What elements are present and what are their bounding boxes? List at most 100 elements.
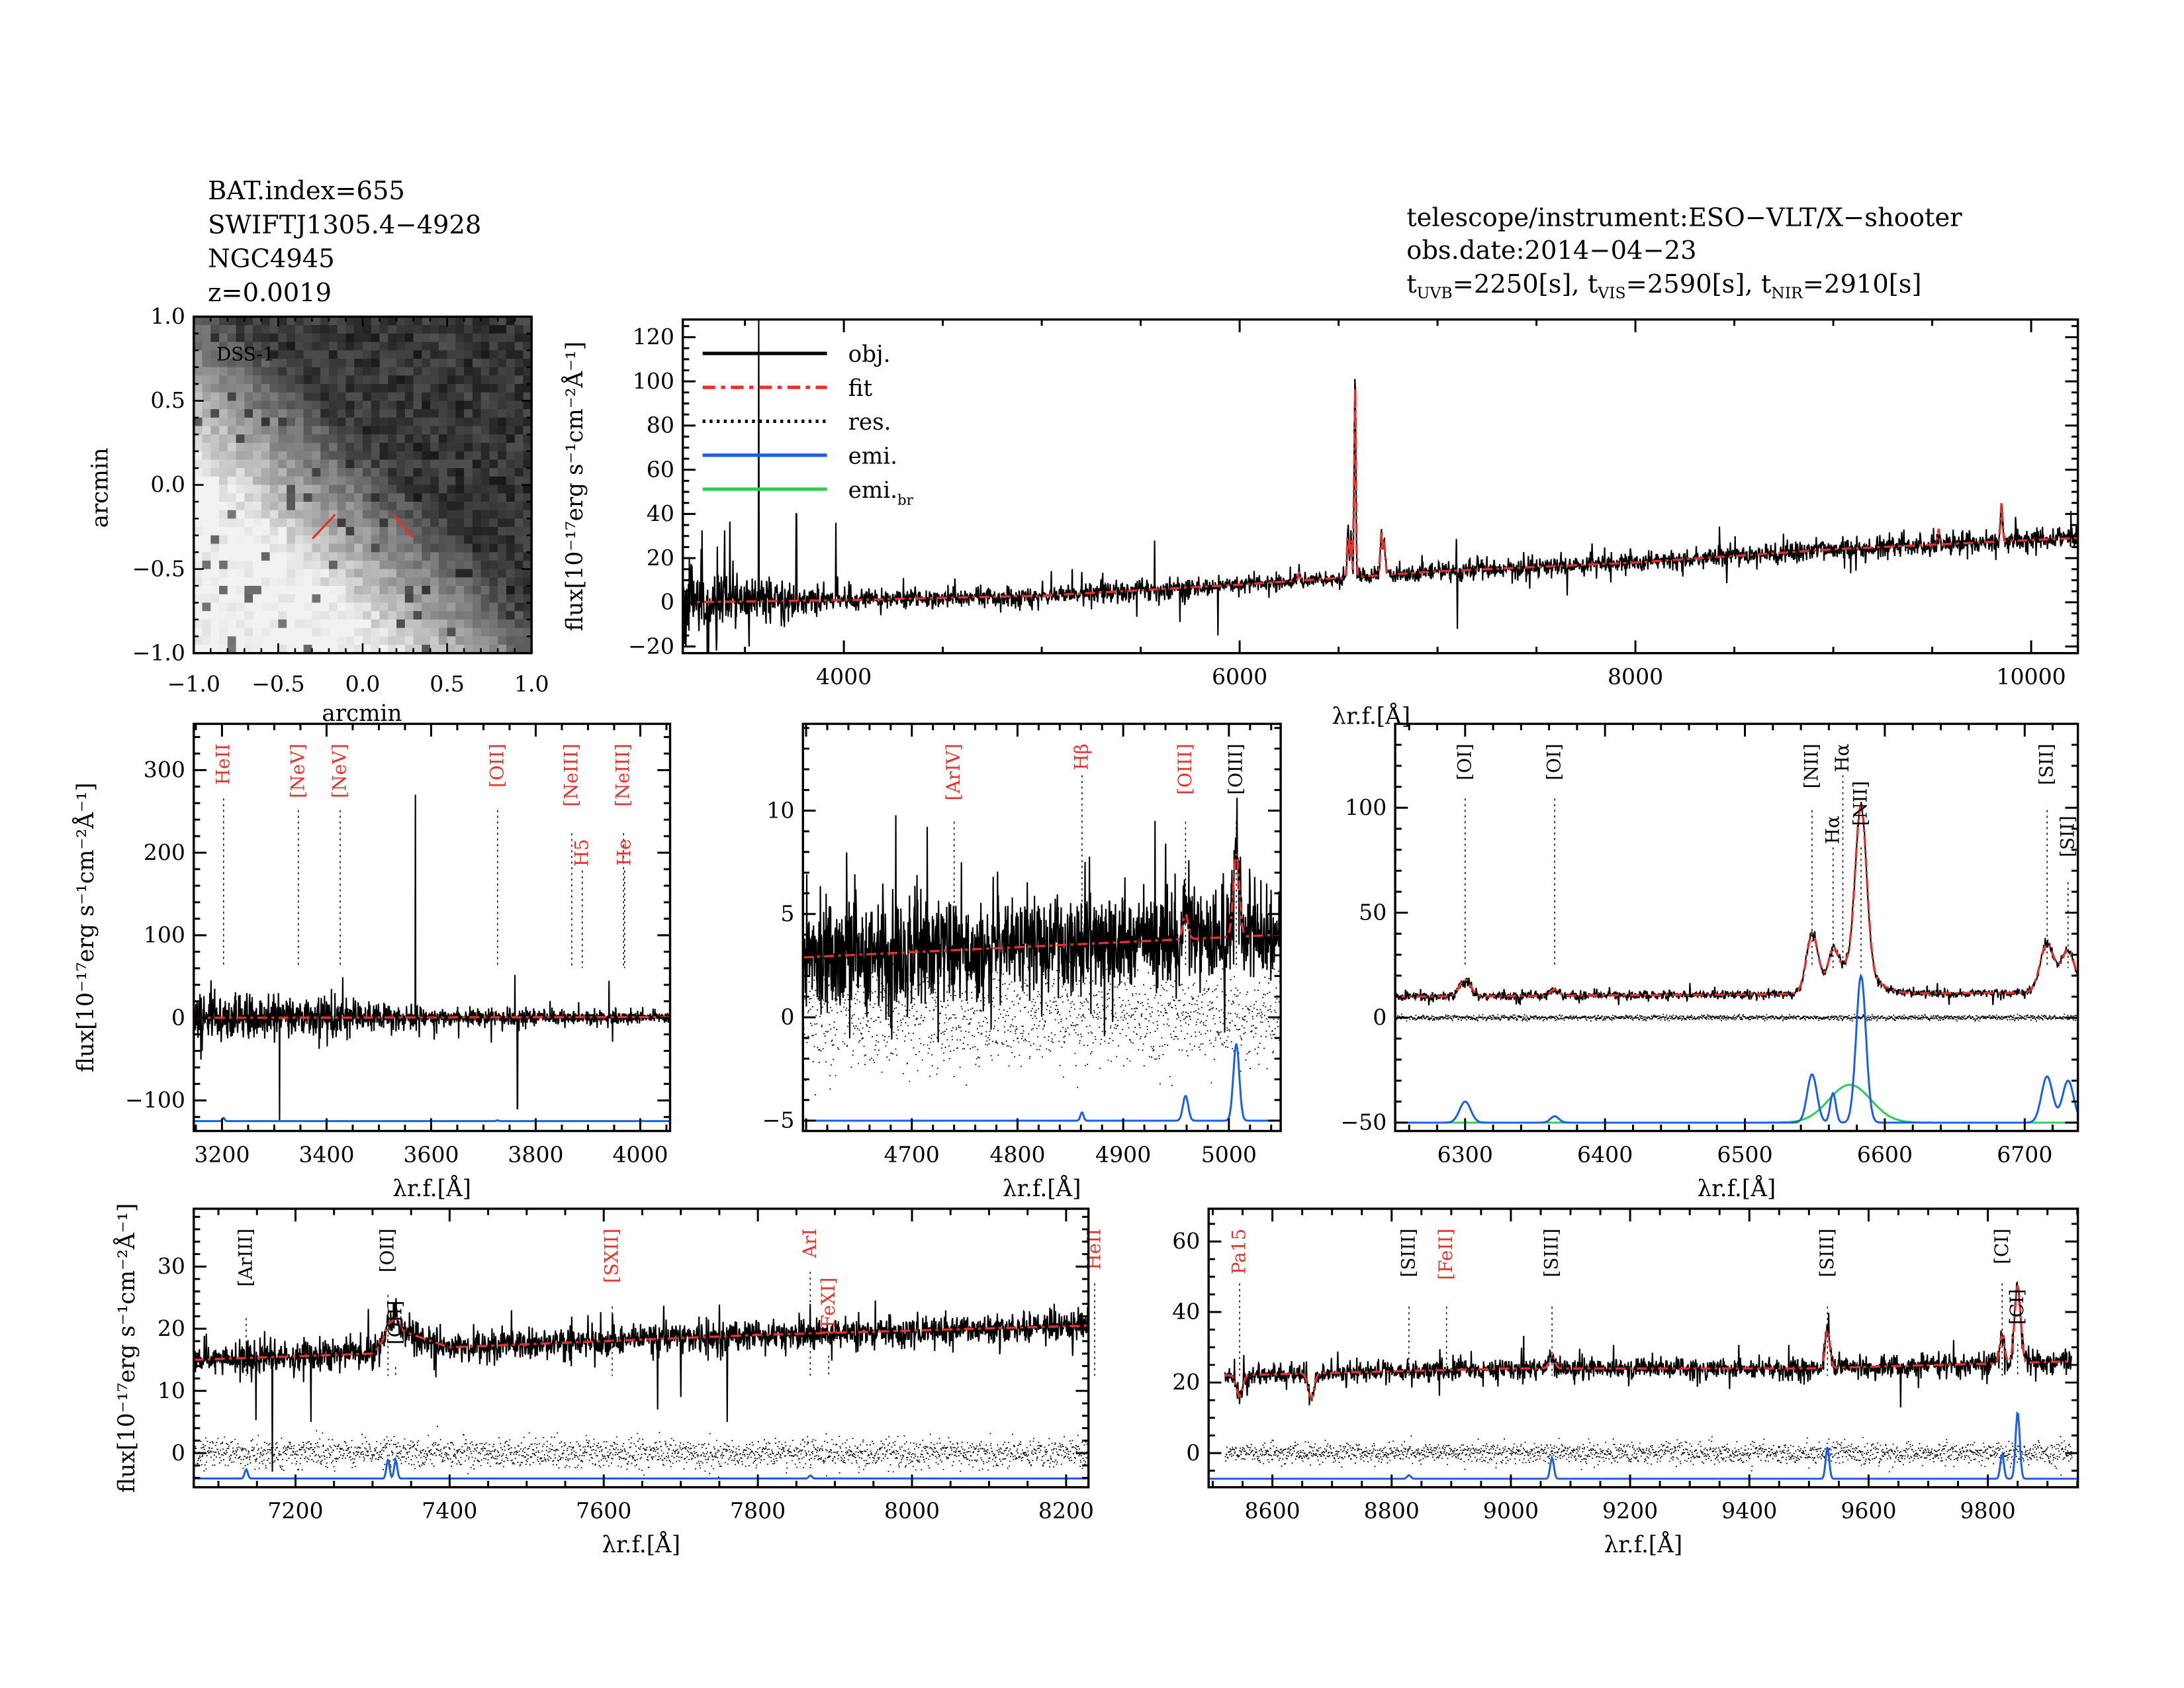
image-pixel [269,535,279,545]
y-tick-label: 0 [171,1440,185,1466]
image-pixel [422,586,431,595]
image-pixel [472,611,482,620]
image-pixel [253,400,262,410]
legend-text: res. [848,409,891,436]
image-pixel [464,409,473,418]
image-pixel [480,409,490,418]
image-pixel [404,476,414,486]
image-pixel [413,316,422,326]
image-pixel [506,426,516,435]
image-pixel [295,325,304,334]
image-pixel [523,594,532,604]
image-pixel [379,594,388,604]
x-axis-label: λr.f.[Å] [1698,1175,1776,1202]
y-tick-label: 300 [144,757,185,782]
x-axis-label: λr.f.[Å] [1332,702,1410,729]
image-pixel [269,501,279,511]
image-pixel [464,501,473,511]
image-pixel [244,644,253,654]
image-pixel [202,417,211,427]
image-pixel [303,493,313,502]
image-pixel [295,333,304,343]
image-pixel [438,493,448,502]
image-pixel [219,628,228,637]
image-pixel [506,333,516,343]
image-pixel [219,400,228,410]
image-pixel [404,417,414,427]
y-tick-label: 10 [158,1378,185,1403]
image-pixel [480,510,490,520]
image-pixel [455,594,465,604]
image-pixel [193,543,203,553]
image-pixel [295,417,304,427]
image-pixel [287,543,296,553]
image-pixel [202,552,211,561]
image-pixel [210,409,220,418]
x-tick-label: 3200 [194,1142,250,1168]
image-pixel [337,316,347,326]
image-pixel [345,510,355,520]
image-pixel [354,434,363,444]
image-pixel [472,325,482,334]
image-pixel [379,619,388,629]
image-pixel [430,485,439,494]
image-pixel [422,510,431,520]
image-pixel [345,426,355,435]
image-pixel [219,577,228,586]
image-pixel [396,417,406,427]
image-pixel [269,569,279,578]
image-pixel [498,518,507,528]
image-pixel [430,619,439,629]
image-pixel [523,350,532,359]
image-pixel [328,392,338,402]
image-pixel [253,426,262,435]
exp-uvb-band: UVB [1417,284,1453,303]
image-pixel [354,400,363,410]
image-pixel [498,510,507,520]
image-pixel [295,611,304,620]
image-pixel [430,426,439,435]
image-pixel [244,392,253,402]
image-pixel [371,342,381,351]
image-pixel [236,333,245,343]
image-pixel [261,342,271,351]
line-label: Pa15 [1228,1229,1250,1274]
image-pixel [193,367,203,376]
image-pixel [430,367,439,376]
image-pixel [388,594,397,604]
image-pixel [404,468,414,477]
image-pixel [489,434,498,444]
image-pixel [371,535,381,545]
image-pixel [303,602,313,612]
image-pixel [455,417,465,427]
image-pixel [193,316,203,326]
image-pixel [514,409,524,418]
image-pixel [498,325,507,334]
bat-index: BAT.index=655 [208,176,405,206]
image-pixel [480,468,490,477]
image-pixel [489,485,498,494]
image-pixel [388,501,397,511]
image-pixel [472,400,482,410]
image-pixel [328,543,338,553]
line-label: [CI] [2006,1289,2028,1325]
image-pixel [430,316,439,326]
image-pixel [278,434,287,444]
image-pixel [455,443,465,452]
y-tick-label: −100 [125,1087,185,1113]
image-pixel [489,451,498,461]
image-pixel [303,400,313,410]
image-pixel [202,586,211,595]
image-pixel [480,611,490,620]
image-pixel [464,443,473,452]
image-pixel [422,358,431,368]
image-pixel [328,628,338,637]
image-pixel [312,586,321,595]
image-pixel [328,417,338,427]
image-pixel [337,468,347,477]
image-pixel [514,535,524,545]
image-pixel [227,628,237,637]
image-pixel [227,476,237,486]
image-pixel [472,459,482,469]
image-pixel [506,611,516,620]
